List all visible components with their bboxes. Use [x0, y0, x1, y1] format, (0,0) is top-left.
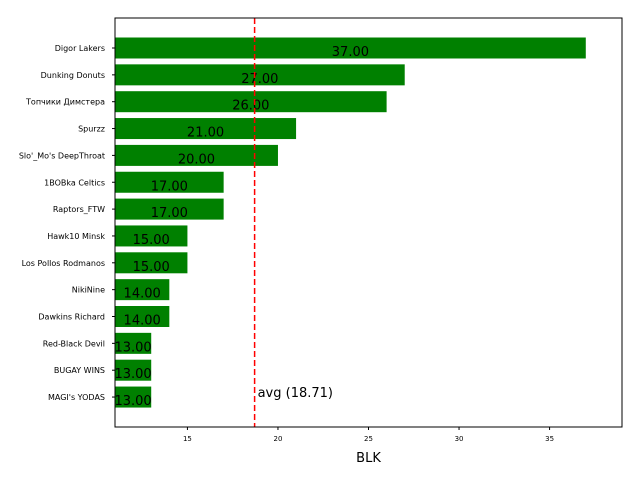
bar: [115, 37, 586, 59]
category-label: NikiNine: [72, 286, 105, 295]
x-tick-label: 35: [545, 435, 554, 443]
category-label: Топчики Димстера: [25, 98, 105, 107]
bar-value-label: 37.00: [332, 45, 369, 60]
category-label: 1BOBka Celtics: [44, 178, 105, 187]
data-labels-group: 37.00 27.00 26.00 21.00 20.00 17.00 17.00 15.00…: [114, 45, 369, 409]
category-label: Raptors_FTW: [53, 205, 105, 214]
bar: [115, 225, 188, 247]
x-axis-title: BLK: [356, 451, 381, 466]
bar-value-label: 14.00: [124, 287, 161, 302]
bar: [115, 306, 170, 327]
category-label: Dawkins Richard: [38, 313, 105, 322]
x-tick-label: 20: [274, 435, 283, 443]
bar: [115, 359, 152, 381]
bar-value-label: 13.00: [114, 367, 151, 382]
bar-value-label: 15.00: [133, 233, 170, 248]
average-label: avg (18.71): [258, 386, 333, 401]
bar-value-label: 13.00: [114, 394, 151, 409]
bar: [115, 64, 405, 86]
bar: [115, 198, 224, 220]
category-label: Los Pollos Rodmanos: [22, 259, 105, 268]
x-tick-label: 15: [183, 435, 192, 443]
bar: [115, 118, 297, 140]
bar-value-label: 17.00: [151, 179, 188, 194]
category-label: Hawk10 Minsk: [47, 232, 105, 241]
y-axis: Digor Lakers Dunking Donuts Топчики Димсте…: [19, 44, 115, 402]
category-label: Spurzz: [78, 125, 105, 134]
bar: [115, 91, 387, 113]
bar: [115, 279, 170, 301]
bar-value-label: 14.00: [124, 314, 161, 329]
bar: [115, 386, 152, 408]
bar-value-label: 13.00: [114, 340, 151, 355]
bar: [115, 332, 152, 354]
bars-group: [115, 37, 586, 408]
x-axis: 15 20 25 30 35: [183, 427, 554, 443]
category-label: Dunking Donuts: [41, 71, 105, 80]
bar-value-label: 21.00: [187, 126, 224, 141]
bar-value-label: 15.00: [133, 260, 170, 275]
bar-value-label: 26.00: [232, 99, 269, 114]
category-label: BUGAY WINS: [54, 366, 105, 375]
bar-value-label: 27.00: [241, 72, 278, 87]
bar-value-label: 20.00: [178, 152, 215, 167]
bar: [115, 171, 224, 193]
bar: [115, 252, 188, 274]
bar: [115, 144, 278, 166]
category-label: Red-Black Devil: [43, 339, 105, 348]
category-label: Slo'_Mo's DeepThroat: [19, 151, 105, 160]
bar-value-label: 17.00: [151, 206, 188, 221]
x-tick-label: 30: [455, 435, 464, 443]
category-label: MAGI's YODAS: [48, 393, 105, 402]
x-tick-label: 25: [364, 435, 373, 443]
category-label: Digor Lakers: [55, 44, 105, 53]
